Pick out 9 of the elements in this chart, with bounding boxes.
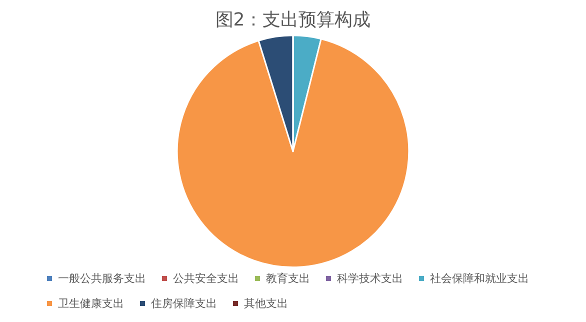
legend-label: 公共安全支出: [173, 272, 239, 285]
legend-label: 社会保障和就业支出: [430, 272, 529, 285]
legend-label: 一般公共服务支出: [58, 272, 146, 285]
chart-title: 图2：支出预算构成: [215, 10, 371, 30]
legend-label: 卫生健康支出: [58, 297, 124, 310]
legend-label: 科学技术支出: [337, 272, 403, 285]
legend-label: 住房保障支出: [151, 297, 217, 310]
legend-label: 教育支出: [266, 272, 310, 285]
legend-label: 其他支出: [244, 297, 288, 310]
